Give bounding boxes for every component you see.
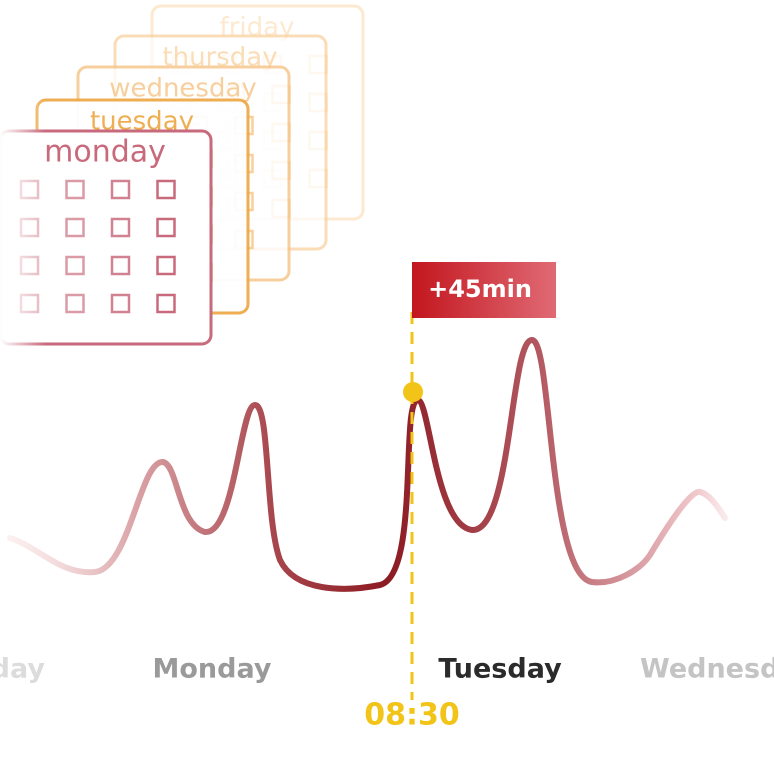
calendar-cell — [65, 179, 85, 200]
calendar-cell — [156, 217, 176, 238]
calendar-cell — [156, 255, 176, 276]
calendar-cell — [65, 217, 85, 238]
activity-curve — [7, 336, 728, 592]
calendar-cell — [110, 293, 131, 314]
calendar-cell — [65, 255, 85, 276]
calendar-cell — [110, 217, 131, 238]
calendar-cell — [156, 293, 176, 314]
day-label: Wednesday — [640, 654, 774, 685]
day-label: Monday — [153, 654, 272, 685]
badge-text: +45min — [428, 275, 532, 303]
time-label: 08:30 — [364, 698, 460, 733]
calendar-cell — [110, 179, 131, 200]
badge — [412, 262, 556, 318]
day-label: Tuesday — [438, 654, 562, 685]
time-dot — [403, 382, 423, 402]
calendar-cell — [65, 293, 85, 314]
calendar-cell — [156, 179, 176, 200]
calendar-day: monday — [44, 135, 166, 170]
calendar-cell — [110, 255, 131, 276]
fade — [0, 100, 45, 350]
day-label: Sunday — [0, 654, 45, 685]
